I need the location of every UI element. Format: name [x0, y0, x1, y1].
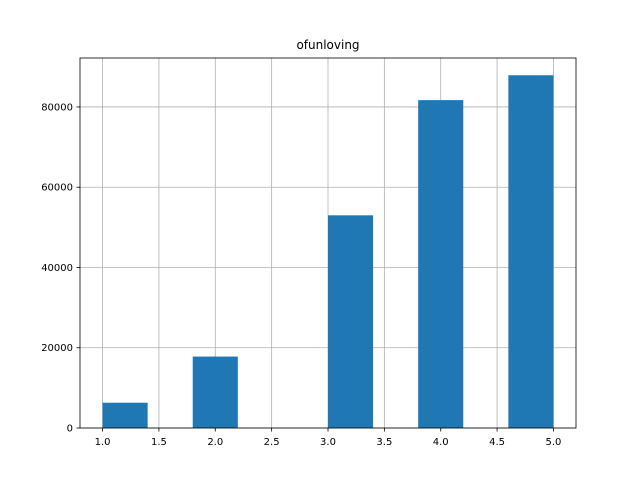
histogram-bar — [102, 402, 148, 428]
x-tick-label: 3.0 — [320, 437, 336, 448]
y-axis-ticks: 0 20000 40000 60000 80000 — [41, 102, 80, 435]
histogram-bar — [192, 356, 238, 428]
x-tick-label: 1.0 — [95, 437, 111, 448]
x-tick-label: 5.0 — [546, 437, 562, 448]
x-tick-label: 3.5 — [376, 437, 392, 448]
bars — [102, 75, 554, 428]
histogram-bar — [508, 75, 554, 428]
x-tick-label: 2.0 — [207, 437, 223, 448]
x-tick-label: 4.0 — [433, 437, 449, 448]
y-tick-label: 80000 — [41, 102, 73, 113]
y-tick-label: 0 — [67, 424, 73, 435]
chart-title: ofunloving — [296, 38, 359, 52]
x-tick-label: 4.5 — [489, 437, 505, 448]
y-tick-label: 60000 — [41, 183, 73, 194]
x-tick-label: 2.5 — [264, 437, 280, 448]
y-tick-label: 20000 — [41, 343, 73, 354]
histogram-bar — [328, 215, 374, 428]
histogram-bar — [418, 100, 464, 428]
y-tick-label: 40000 — [41, 263, 73, 274]
x-axis-ticks: 1.0 1.5 2.0 2.5 3.0 3.5 4.0 4.5 5.0 — [95, 428, 562, 448]
x-tick-label: 1.5 — [151, 437, 167, 448]
